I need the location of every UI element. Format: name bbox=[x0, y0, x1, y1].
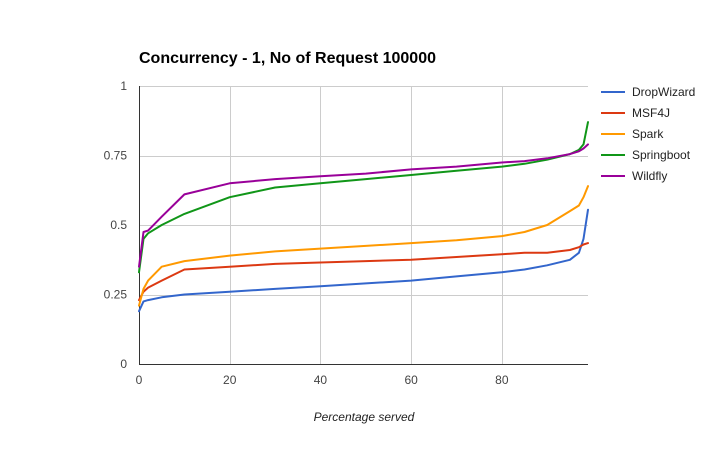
chart-title: Concurrency - 1, No of Request 100000 bbox=[139, 50, 436, 67]
y-axis-ticks: 0 0.25 0.5 0.75 1 bbox=[104, 79, 128, 371]
legend-label-dropwizard: DropWizard bbox=[632, 85, 695, 99]
series-line-spark bbox=[138, 185, 589, 307]
series-line-dropwizard bbox=[138, 208, 589, 313]
y-tick-label: 0 bbox=[120, 357, 127, 371]
x-tick-label: 80 bbox=[495, 373, 509, 387]
x-tick-label: 60 bbox=[404, 373, 418, 387]
legend-label-spark: Spark bbox=[632, 127, 664, 141]
x-tick-label: 0 bbox=[136, 373, 143, 387]
x-tick-label: 20 bbox=[223, 373, 237, 387]
y-tick-label: 0.25 bbox=[104, 288, 128, 302]
x-axis-ticks: 0 20 40 60 80 bbox=[136, 373, 509, 387]
y-tick-label: 0.5 bbox=[110, 218, 127, 232]
grid bbox=[139, 86, 588, 365]
series-line-msf4j bbox=[138, 242, 589, 302]
series-line-springboot bbox=[138, 121, 589, 274]
series bbox=[138, 121, 589, 313]
legend: DropWizard MSF4J Spark Springboot Wildfly bbox=[601, 85, 695, 183]
series-line-wildfly bbox=[138, 143, 589, 268]
legend-label-wildfly: Wildfly bbox=[632, 169, 667, 183]
y-tick-label: 1 bbox=[120, 79, 127, 93]
x-tick-label: 40 bbox=[314, 373, 328, 387]
legend-label-springboot: Springboot bbox=[632, 148, 691, 162]
y-tick-label: 0.75 bbox=[104, 149, 128, 163]
legend-label-msf4j: MSF4J bbox=[632, 106, 670, 120]
x-axis-label: Percentage served bbox=[314, 410, 415, 424]
